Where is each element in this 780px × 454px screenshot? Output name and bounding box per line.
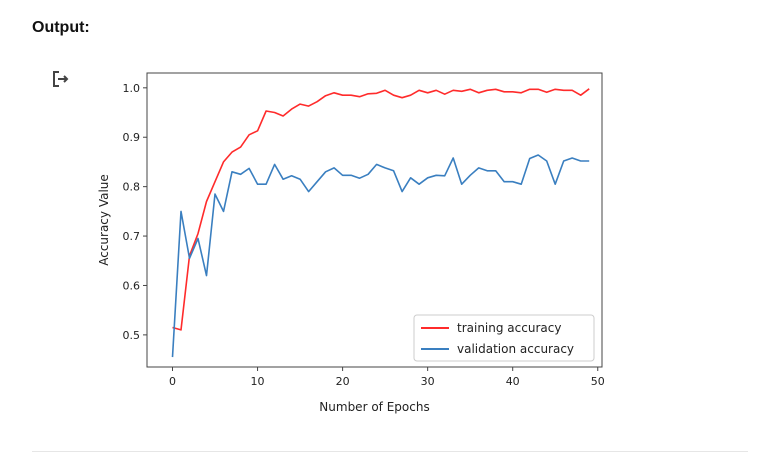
bottom-divider xyxy=(32,451,748,452)
legend: training accuracy validation accuracy xyxy=(413,314,595,362)
plot-frame xyxy=(146,72,603,368)
x-tick-label: 50 xyxy=(591,375,605,388)
y-tick-label: 0.5 xyxy=(123,329,141,342)
y-tick-label: 0.8 xyxy=(123,181,141,194)
x-tick-label: 0 xyxy=(169,375,176,388)
y-tick-label: 0.7 xyxy=(123,230,141,243)
y-axis-label: Accuracy Value xyxy=(97,174,111,266)
y-tick-label: 1.0 xyxy=(123,82,141,95)
training-accuracy-line xyxy=(172,88,590,331)
x-tick-label: 40 xyxy=(506,375,520,388)
y-axis-ticks: 0.5 0.6 0.7 0.8 0.9 1.0 xyxy=(123,82,147,342)
x-tick-label: 20 xyxy=(336,375,350,388)
series-layer xyxy=(171,88,590,358)
x-tick-label: 10 xyxy=(251,375,265,388)
legend-box xyxy=(413,314,595,362)
y-tick-label: 0.6 xyxy=(123,279,141,292)
legend-label-training: training accuracy xyxy=(457,321,561,335)
x-tick-label: 30 xyxy=(421,375,435,388)
output-heading: Output: xyxy=(32,19,90,36)
validation-accuracy-line xyxy=(171,154,590,358)
output-redirect-icon[interactable] xyxy=(50,68,72,90)
legend-label-validation: validation accuracy xyxy=(457,342,574,356)
x-axis-ticks: 0 10 20 30 40 50 xyxy=(169,367,605,388)
y-tick-label: 0.9 xyxy=(123,131,141,144)
x-axis-label: Number of Epochs xyxy=(319,400,429,414)
